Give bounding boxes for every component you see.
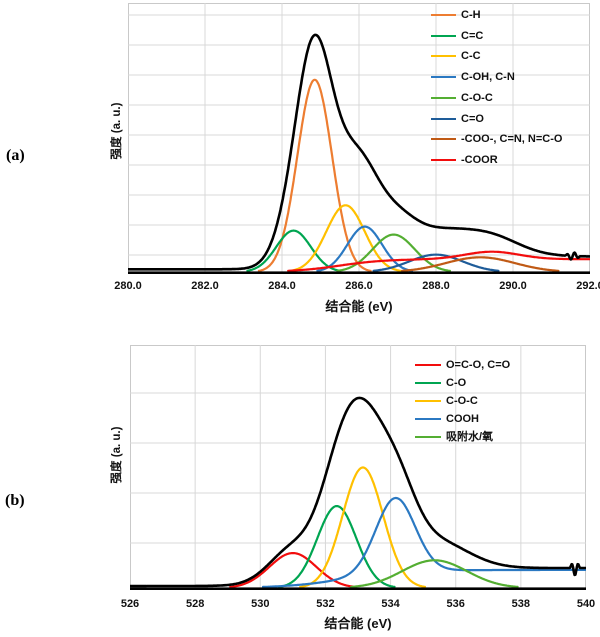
series-curve-b-3 <box>261 496 586 588</box>
x-tick-label-a-6: 292.0 <box>576 280 600 292</box>
x-tick-label-a-1: 282.0 <box>191 280 219 292</box>
envelope-curve-a <box>128 33 590 271</box>
x-axis-title-b: 结合能 (eV) <box>324 616 392 631</box>
x-tick-label-b-3: 532 <box>316 598 335 610</box>
x-tick-label-a-0: 280.0 <box>114 280 142 292</box>
legend-item-b-0: O=C-O, C=O <box>415 358 510 372</box>
legend-item-label: C-H <box>461 9 481 21</box>
series-curve-a-7 <box>287 250 590 272</box>
series-curve-b-1 <box>277 505 396 589</box>
legend-item-a-2: C-C <box>431 49 481 63</box>
plot-area-a: C-H C=C C-C C-OH, C-N C-O-C C=O -COO-, C=N, N=… <box>128 3 590 274</box>
x-axis-line <box>128 271 590 274</box>
legend-item-label: -COO-, C=N, N=C-O <box>461 133 563 146</box>
x-tick-label-b-5: 536 <box>446 598 465 610</box>
legend-item-a-5: C=O <box>431 112 484 126</box>
envelope-curve-b <box>130 396 586 588</box>
legend-item-label: C-OH, C-N <box>461 71 515 84</box>
legend-swatch-line <box>415 382 441 384</box>
legend-swatch-line <box>415 364 441 366</box>
x-tick-label-a-2: 284.0 <box>268 280 296 292</box>
spectrum-svg-b <box>130 345 586 590</box>
x-axis-title-a: 结合能 (eV) <box>325 299 393 314</box>
legend-swatch-line <box>431 14 456 16</box>
legend-swatch-line <box>415 418 441 420</box>
legend-swatch-line <box>431 158 456 161</box>
x-tick-label-b-6: 538 <box>511 598 531 610</box>
legend-swatch-line <box>415 400 441 402</box>
legend-swatch-line <box>431 34 456 37</box>
legend-item-b-3: COOH <box>415 412 479 426</box>
x-tick-label-b-1: 528 <box>185 598 205 610</box>
legend-item-label: C-O-C <box>461 91 493 104</box>
legend-item-b-4: 吸附水/氧 <box>415 430 493 444</box>
legend-swatch-line <box>431 96 456 99</box>
series-curve-a-0 <box>257 78 372 272</box>
plot-area-b: O=C-O, C=O C-O C-O-C COOH 吸附水/氧 <box>130 345 586 590</box>
legend-item-label: C-C <box>461 50 481 63</box>
legend-item-a-1: C=C <box>431 29 483 43</box>
series-curve-b-2 <box>299 466 426 589</box>
legend-swatch-line <box>431 117 456 120</box>
legend-item-label: 吸附水/氧 <box>446 431 494 443</box>
legend-item-b-2: C-O-C <box>415 394 478 408</box>
series-curve-a-3 <box>316 225 414 272</box>
legend-item-a-3: C-OH, C-N <box>431 70 515 84</box>
legend-item-label: C=C <box>461 29 484 42</box>
legend-swatch-line <box>431 76 456 79</box>
legend-item-label: O=C-O, C=O <box>446 359 511 371</box>
y-axis-title-a: 强度 (a. u.) <box>111 102 123 160</box>
legend-item-a-4: C-O-C <box>431 91 493 105</box>
legend-item-label: C-O-C <box>446 395 478 407</box>
legend-item-b-1: C-O <box>415 376 466 390</box>
x-axis-line <box>130 587 586 590</box>
y-axis-title-b: 强度 (a. u.) <box>111 426 123 484</box>
legend-swatch-line <box>431 138 456 141</box>
legend-item-label: COOH <box>446 413 479 425</box>
legend-item-a-0: C-H <box>431 8 481 22</box>
plot-border <box>130 345 586 590</box>
panel-label-b: (b) <box>5 492 25 509</box>
series-curve-b-4 <box>350 559 519 589</box>
series-curve-a-6 <box>401 256 560 272</box>
legend-item-label: C=O <box>461 112 484 125</box>
legend-item-a-7: -COOR <box>431 153 498 167</box>
series-curve-a-1 <box>246 229 341 272</box>
legend-swatch-line <box>415 436 441 438</box>
x-tick-label-b-7: 540 <box>576 598 596 610</box>
x-tick-label-b-4: 534 <box>381 598 400 610</box>
x-tick-label-a-4: 288.0 <box>422 280 450 292</box>
x-tick-label-a-3: 286.0 <box>345 280 373 292</box>
series-curve-a-5 <box>372 253 500 272</box>
legend-item-label: -COOR <box>461 153 498 166</box>
x-tick-label-b-2: 530 <box>251 598 270 610</box>
legend-item-label: C-O <box>446 377 467 389</box>
panel-label-a: (a) <box>6 147 25 164</box>
legend-item-a-6: -COO-, C=N, N=C-O <box>431 132 562 146</box>
x-tick-label-a-5: 290.0 <box>499 280 527 292</box>
x-tick-label-b-0: 526 <box>120 598 140 610</box>
legend-swatch-line <box>431 55 456 58</box>
